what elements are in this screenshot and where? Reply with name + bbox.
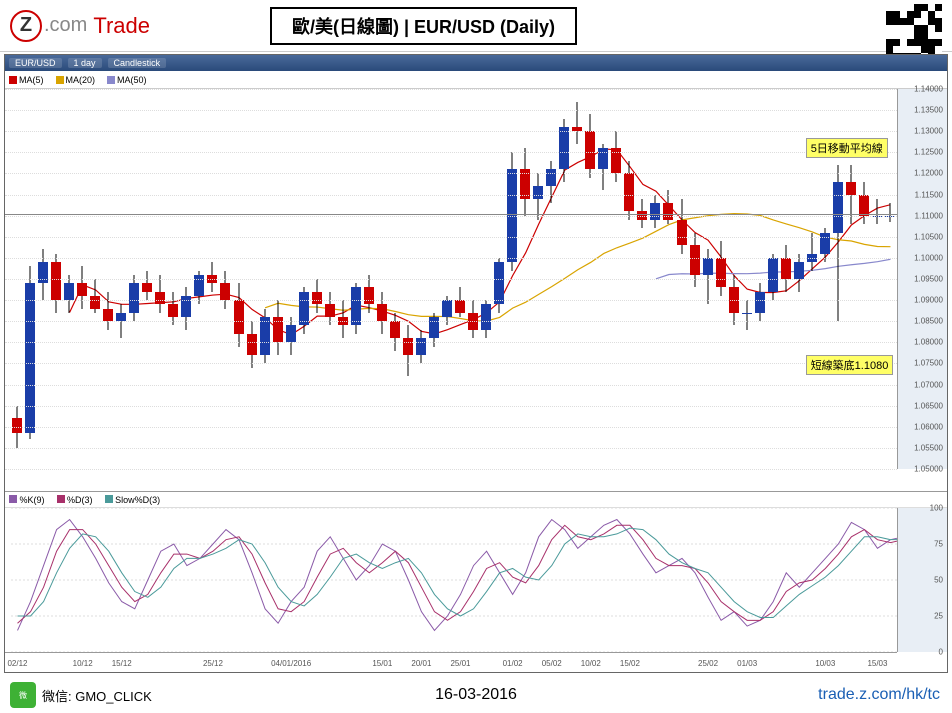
osc-y-tick: 0 [939,648,943,657]
logo-trade: Trade [93,13,150,39]
y-tick-label: 1.11500 [915,190,943,199]
y-tick-label: 1.05000 [914,465,943,474]
x-tick-label: 15/03 [867,659,887,668]
footer-link[interactable]: trade.z.com/hk/tc [818,686,940,704]
y-tick-label: 1.12000 [914,169,943,178]
y-tick-label: 1.11000 [915,211,943,220]
titlebar-pair: EUR/USD [9,58,62,68]
ma-legend-item: MA(20) [56,75,96,85]
x-axis: 02/12 10/12 15/12 25/12 04/01/2016 15/01 20/01… [5,652,897,672]
x-tick-label: 25/12 [203,659,223,668]
y-tick-label: 1.05500 [914,443,943,452]
qr-code-icon [886,4,942,60]
chart-title: 歐/美(日線圖) | EUR/USD (Daily) [270,7,577,45]
price-pane: 1.050001.055001.060001.065001.070001.075… [5,89,947,469]
y-tick-label: 1.08500 [914,317,943,326]
y-tick-label: 1.13500 [914,106,943,115]
x-tick-label: 10/03 [815,659,835,668]
oscillator-plot[interactable] [11,508,897,652]
osc-legend-item: %K(9) [9,495,45,505]
y-tick-label: 1.06500 [914,401,943,410]
y-tick-label: 1.09500 [914,275,943,284]
y-tick-label: 1.08000 [914,338,943,347]
footer: 微 微信: GMO_CLICK 16-03-2016 trade.z.com/h… [0,677,952,713]
y-tick-label: 1.12500 [914,148,943,157]
y-tick-label: 1.10500 [914,232,943,241]
osc-legend-item: %D(3) [57,495,93,505]
x-tick-label: 04/01/2016 [271,659,311,668]
oscillator-legend: %K(9) %D(3) Slow%D(3) [5,492,947,508]
footer-date: 16-03-2016 [435,686,517,704]
x-tick-label: 01/03 [737,659,757,668]
logo-com: .com [44,14,87,37]
titlebar-timeframe: 1 day [68,58,102,68]
ma-legend-item: MA(5) [9,75,44,85]
chart-titlebar: EUR/USD 1 day Candlestick [5,55,947,71]
oscillator-pane: %K(9) %D(3) Slow%D(3) 0255075100 [5,491,947,652]
chart-annotation: 短線築底1.1080 [806,355,894,375]
x-tick-label: 15/12 [112,659,132,668]
ma-legend-item: MA(50) [107,75,147,85]
chart-container: EUR/USD 1 day Candlestick MA(5)MA(20)MA(… [4,54,948,673]
y-tick-label: 1.09000 [914,296,943,305]
osc-y-tick: 75 [934,540,943,549]
x-tick-label: 01/02 [503,659,523,668]
x-tick-label: 10/12 [73,659,93,668]
x-tick-label: 25/01 [450,659,470,668]
header: Z .com Trade 歐/美(日線圖) | EUR/USD (Daily) [0,0,952,52]
x-tick-label: 20/01 [411,659,431,668]
x-tick-label: 02/12 [7,659,27,668]
titlebar-style: Candlestick [108,58,167,68]
chart-annotation: 5日移動平均線 [806,138,888,158]
osc-y-tick: 100 [930,504,943,513]
x-tick-label: 05/02 [542,659,562,668]
y-tick-label: 1.13000 [914,127,943,136]
ma-legend: MA(5) MA(20) MA(50) [5,71,947,89]
osc-legend-item: Slow%D(3) [105,495,161,505]
logo-z-icon: Z [10,10,42,42]
oscillator-yaxis: 0255075100 [897,508,947,652]
y-tick-label: 1.07500 [914,359,943,368]
osc-y-tick: 50 [934,576,943,585]
wechat-label: 微信: GMO_CLICK [42,686,152,705]
x-tick-label: 10/02 [581,659,601,668]
x-tick-label: 15/02 [620,659,640,668]
wechat-icon: 微 [10,682,36,708]
y-tick-label: 1.14000 [914,85,943,94]
x-tick-label: 15/01 [372,659,392,668]
brand-logo: Z .com Trade [10,6,210,46]
y-tick-label: 1.06000 [914,422,943,431]
y-tick-label: 1.07000 [914,380,943,389]
x-tick-label: 25/02 [698,659,718,668]
osc-y-tick: 25 [934,612,943,621]
y-tick-label: 1.10000 [914,253,943,262]
